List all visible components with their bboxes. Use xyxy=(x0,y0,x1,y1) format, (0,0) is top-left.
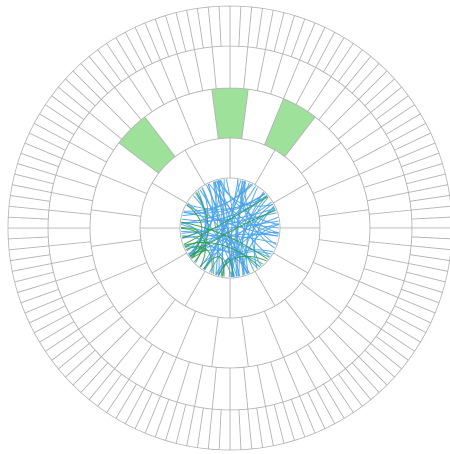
link-blue xyxy=(186,204,279,237)
link-blue xyxy=(181,194,267,224)
ring-4-segment xyxy=(229,409,242,451)
link-blue xyxy=(188,201,272,255)
link-green xyxy=(194,191,209,263)
link-blue xyxy=(181,207,276,222)
link-blue xyxy=(242,224,280,276)
link-blue xyxy=(201,187,220,276)
link-green xyxy=(189,249,207,259)
link-blue xyxy=(181,220,279,234)
ring-4-segment xyxy=(218,5,231,47)
link-green xyxy=(180,227,207,268)
link-blue xyxy=(181,193,266,225)
link-green xyxy=(185,246,213,274)
link-blue xyxy=(182,183,252,217)
link-blue xyxy=(219,179,231,278)
link-blue xyxy=(244,181,277,246)
link-green xyxy=(186,204,203,258)
link-blue xyxy=(188,181,217,255)
link-green xyxy=(180,226,198,239)
ring-layer xyxy=(7,5,450,451)
link-green xyxy=(221,257,235,277)
link-layer xyxy=(180,179,280,278)
link-green xyxy=(217,255,267,276)
link-blue xyxy=(206,184,234,277)
ring-4-segment xyxy=(411,216,450,229)
link-blue xyxy=(189,190,206,256)
link-blue xyxy=(241,180,279,234)
link-blue xyxy=(217,180,224,277)
link-blue xyxy=(181,221,215,275)
link-blue xyxy=(183,211,280,229)
link-green xyxy=(183,196,268,245)
ring-4-segment xyxy=(7,227,49,240)
link-blue xyxy=(245,196,269,274)
link-green xyxy=(202,256,225,277)
link-green xyxy=(181,221,269,260)
link-blue xyxy=(183,184,254,212)
link-blue xyxy=(186,195,268,210)
